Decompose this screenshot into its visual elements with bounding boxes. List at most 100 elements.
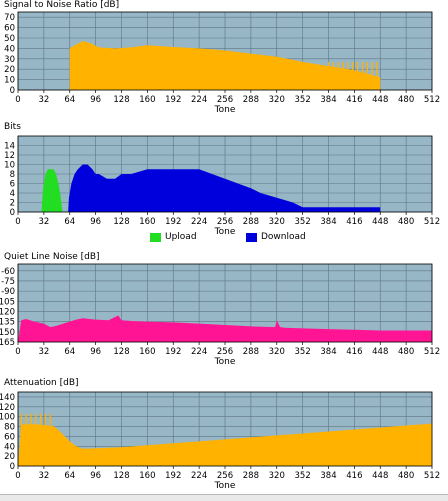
bits-ytick-label: 10 bbox=[4, 161, 15, 171]
snr-x-axis-title: Tone bbox=[214, 105, 236, 115]
noise-ytick-label: -135 bbox=[0, 318, 15, 328]
snr-xtick-label: 320 bbox=[269, 95, 285, 105]
snr-xtick-label: 256 bbox=[217, 95, 233, 105]
snr-xtick-label: 0 bbox=[15, 95, 20, 105]
noise-xtick-label: 448 bbox=[372, 347, 388, 357]
snr-ytick-label: 70 bbox=[4, 13, 15, 23]
snr-xtick-label: 32 bbox=[38, 95, 49, 105]
attenuation-xtick-label: 0 bbox=[15, 471, 20, 481]
noise-xtick-label: 256 bbox=[217, 347, 233, 357]
attenuation-xtick-label: 64 bbox=[64, 471, 75, 481]
noise-series-0-area bbox=[18, 315, 432, 342]
attenuation-xtick-label: 224 bbox=[191, 471, 207, 481]
bits-ytick-label: 12 bbox=[4, 151, 15, 161]
noise-ytick-label: -75 bbox=[1, 277, 15, 287]
bits-chart-title: Bits bbox=[4, 122, 21, 132]
bits-xtick-label: 96 bbox=[90, 217, 101, 227]
attenuation-xtick-label: 96 bbox=[90, 471, 101, 481]
attenuation-ytick-label: 80 bbox=[4, 423, 15, 433]
noise-xtick-label: 512 bbox=[424, 347, 440, 357]
bits-ytick-label: 2 bbox=[10, 199, 15, 209]
noise-xtick-label: 224 bbox=[191, 347, 207, 357]
attenuation-xtick-label: 256 bbox=[217, 471, 233, 481]
bits-xtick-label: 0 bbox=[15, 217, 20, 227]
attenuation-chart-title: Attenuation [dB] bbox=[4, 378, 79, 388]
noise-xtick-label: 480 bbox=[398, 347, 414, 357]
snr-panel: Signal to Noise Ratio [dB] 0 10 20 30 40 50 60… bbox=[0, 0, 448, 122]
attenuation-x-axis-title: Tone bbox=[214, 481, 236, 491]
noise-ytick-label: -150 bbox=[0, 328, 15, 338]
attenuation-panel: Attenuation [dB] 0 20 40 60 80 100 120 140 0 32 64… bbox=[0, 378, 448, 494]
noise-xtick-label: 64 bbox=[64, 347, 75, 357]
noise-xtick-label: 128 bbox=[113, 347, 129, 357]
snr-chart-title: Signal to Noise Ratio [dB] bbox=[4, 0, 120, 10]
noise-xtick-label: 0 bbox=[15, 347, 20, 357]
snr-ytick-label: 60 bbox=[4, 24, 15, 34]
attenuation-series-0-area bbox=[18, 423, 432, 466]
snr-xtick-label: 384 bbox=[320, 95, 336, 105]
noise-xtick-label: 288 bbox=[243, 347, 259, 357]
snr-ytick-label: 10 bbox=[4, 76, 15, 86]
snr-xtick-label: 352 bbox=[295, 95, 311, 105]
bits-xtick-label: 160 bbox=[139, 217, 155, 227]
upload-legend-label: Upload bbox=[165, 232, 197, 242]
bottom-strip bbox=[0, 494, 448, 501]
snr-ytick-label: 40 bbox=[4, 44, 15, 54]
noise-xtick-label: 416 bbox=[346, 347, 362, 357]
snr-xtick-label: 192 bbox=[165, 95, 181, 105]
noise-xtick-label: 160 bbox=[139, 347, 155, 357]
bits-xtick-label: 32 bbox=[38, 217, 49, 227]
attenuation-xtick-label: 192 bbox=[165, 471, 181, 481]
noise-xtick-label: 352 bbox=[295, 347, 311, 357]
snr-xtick-label: 416 bbox=[346, 95, 362, 105]
attenuation-ytick-label: 0 bbox=[10, 462, 15, 472]
attenuation-ytick-label: 100 bbox=[0, 413, 15, 423]
snr-xtick-label: 64 bbox=[64, 95, 75, 105]
bits-xtick-label: 480 bbox=[398, 217, 414, 227]
attenuation-ytick-label: 140 bbox=[0, 393, 15, 403]
bits-x-axis-title: Tone bbox=[214, 227, 236, 237]
attenuation-xtick-label: 288 bbox=[243, 471, 259, 481]
bits-xtick-label: 224 bbox=[191, 217, 207, 227]
bits-xtick-label: 128 bbox=[113, 217, 129, 227]
legend-upload: Upload bbox=[150, 232, 197, 242]
bits-xtick-label: 448 bbox=[372, 217, 388, 227]
attenuation-xtick-label: 320 bbox=[269, 471, 285, 481]
bits-ytick-label: 8 bbox=[10, 170, 15, 180]
attenuation-xtick-label: 128 bbox=[113, 471, 129, 481]
noise-ytick-label: -90 bbox=[1, 287, 15, 297]
upload-swatch bbox=[150, 232, 161, 242]
attenuation-xtick-label: 352 bbox=[295, 471, 311, 481]
snr-xtick-label: 288 bbox=[243, 95, 259, 105]
attenuation-xtick-label: 384 bbox=[320, 471, 336, 481]
noise-xtick-label: 96 bbox=[90, 347, 101, 357]
noise-panel: Quiet Line Noise [dB] -60-75-90-105-120-… bbox=[0, 252, 448, 376]
download-legend-label: Download bbox=[261, 232, 306, 242]
attenuation-ytick-label: 120 bbox=[0, 403, 15, 413]
bits-xtick-label: 288 bbox=[243, 217, 259, 227]
noise-xtick-label: 384 bbox=[320, 347, 336, 357]
snr-xtick-label: 160 bbox=[139, 95, 155, 105]
snr-xtick-label: 224 bbox=[191, 95, 207, 105]
noise-ytick-label: -120 bbox=[0, 307, 15, 317]
attenuation-ytick-label: 60 bbox=[4, 432, 15, 442]
attenuation-ytick-label: 40 bbox=[4, 442, 15, 452]
attenuation-ytick-label: 20 bbox=[4, 452, 15, 462]
bits-xtick-label: 352 bbox=[295, 217, 311, 227]
snr-xtick-label: 128 bbox=[113, 95, 129, 105]
bits-xtick-label: 320 bbox=[269, 217, 285, 227]
snr-xtick-label: 448 bbox=[372, 95, 388, 105]
noise-xtick-label: 32 bbox=[38, 347, 49, 357]
noise-xtick-label: 192 bbox=[165, 347, 181, 357]
bits-series-upload-area bbox=[41, 169, 63, 212]
snr-xtick-label: 96 bbox=[90, 95, 101, 105]
snr-ytick-label: 20 bbox=[4, 65, 15, 75]
bits-xtick-label: 256 bbox=[217, 217, 233, 227]
legend-download: Download bbox=[246, 232, 306, 242]
snr-xtick-label: 480 bbox=[398, 95, 414, 105]
snr-series-0-area bbox=[69, 41, 381, 90]
noise-ytick-label: -60 bbox=[1, 267, 15, 277]
